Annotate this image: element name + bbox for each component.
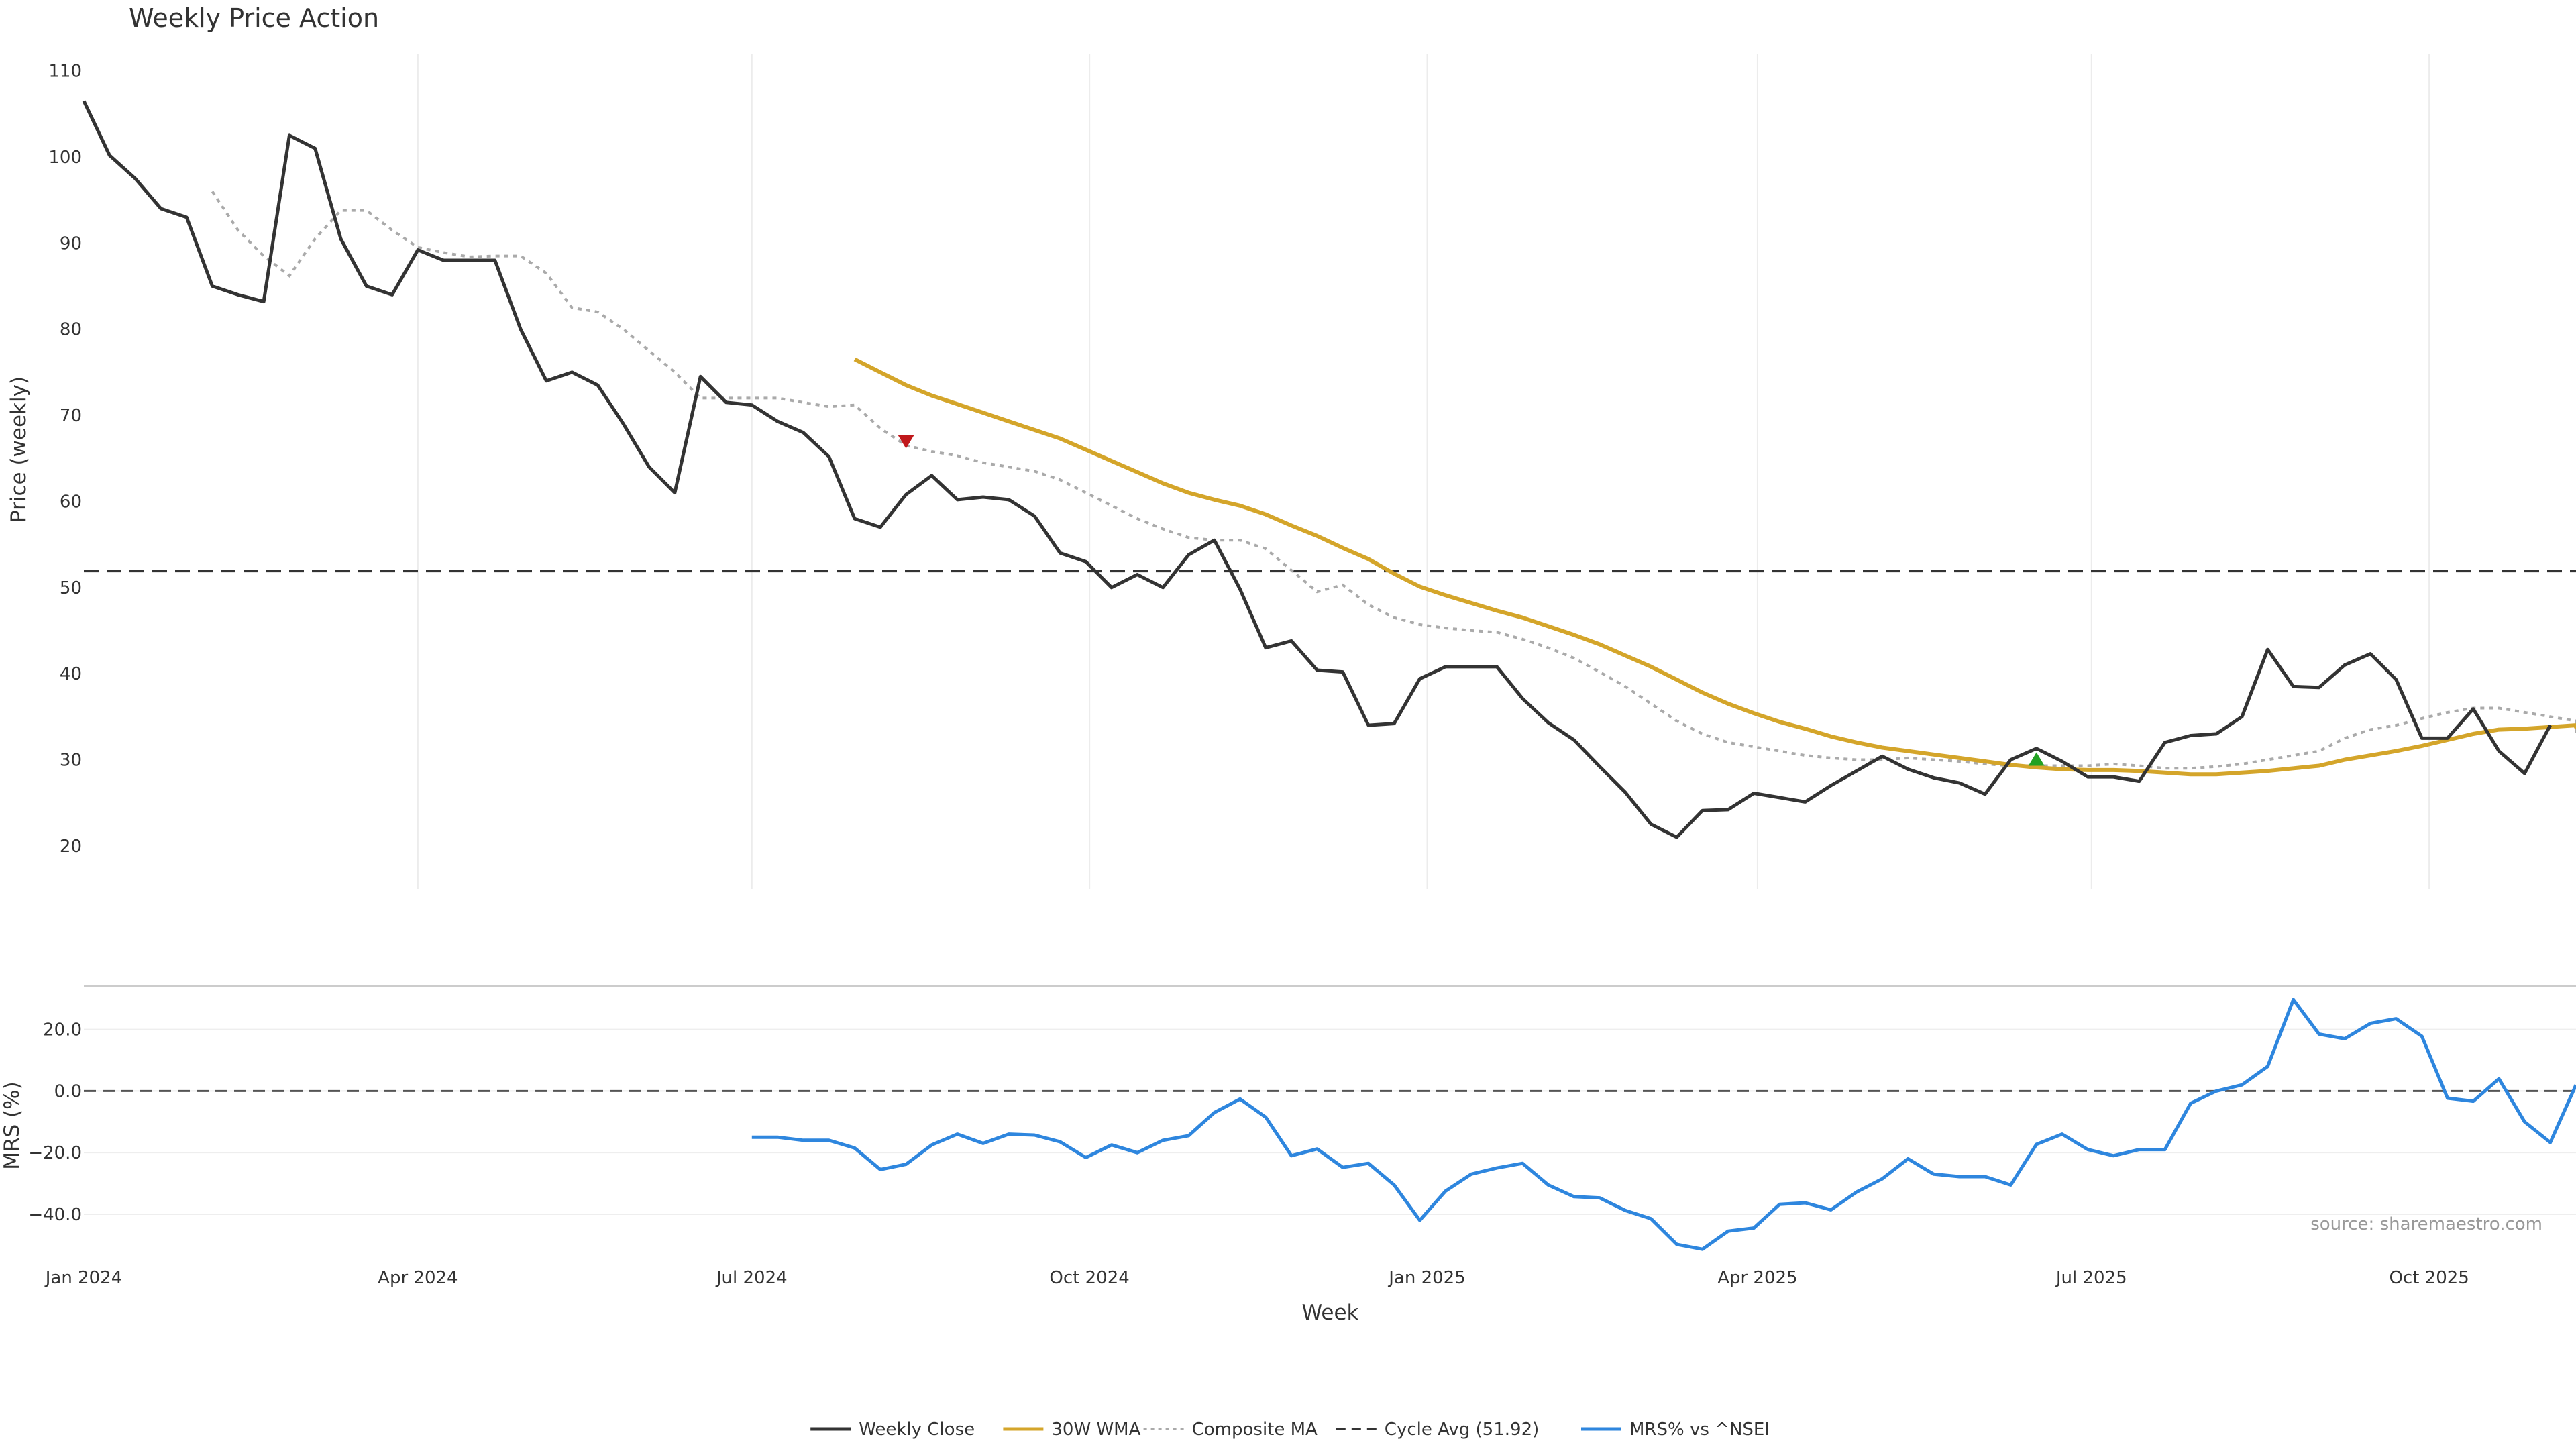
legend-label: Composite MA: [1192, 1419, 1318, 1440]
price-y-tick-label: 50: [60, 578, 82, 598]
legend-label: 30W WMA: [1051, 1419, 1140, 1440]
weekly-close-line: [82, 100, 2552, 839]
price-y-tick-label: 100: [48, 148, 82, 168]
legend-label: MRS% vs ^NSEI: [1629, 1419, 1770, 1440]
price-y-ticks: 20 30 40 50 60 70 80 90 100 110: [48, 62, 82, 857]
mrs-y-tick-label: −40.0: [28, 1205, 82, 1225]
x-tick-label: Jul 2025: [2055, 1268, 2127, 1288]
x-ticks: Jan 2024 Apr 2024 Jul 2024 Oct 2024 Jan 2025…: [44, 1268, 2469, 1288]
composite-ma-line: [211, 191, 2576, 770]
price-y-tick-label: 20: [60, 837, 82, 857]
price-y-tick-label: 110: [48, 62, 82, 82]
legend-label: Cycle Avg (51.92): [1385, 1419, 1539, 1440]
legend-label: Weekly Close: [859, 1419, 975, 1440]
mrs-y-tick-label: 0.0: [54, 1081, 82, 1102]
mrs-y-axis-label: MRS (%): [0, 1081, 24, 1169]
mrs-y-ticks: 20.0 0.0 −20.0 −40.0: [28, 1020, 82, 1225]
price-y-tick-label: 30: [60, 750, 82, 770]
mrs-line: [751, 998, 2576, 1251]
wma-30w-line: [853, 357, 2576, 777]
x-tick-label: Jan 2025: [1387, 1268, 1466, 1288]
mrs-y-tick-label: −20.0: [28, 1143, 82, 1163]
x-tick-label: Apr 2025: [1717, 1268, 1797, 1288]
mrs-y-tick-label: 20.0: [43, 1020, 82, 1040]
x-tick-label: Oct 2025: [2389, 1268, 2469, 1288]
price-y-axis-label: Price (weekly): [7, 376, 31, 523]
mrs-panel: 20.0 0.0 −20.0 −40.0 MRS (%) source: sharem…: [0, 985, 2576, 1251]
price-y-tick-label: 70: [60, 406, 82, 426]
x-tick-label: Jan 2024: [44, 1268, 123, 1288]
legend: Weekly Close 30W WMA Composite MA Cycle Avg…: [810, 1419, 1770, 1440]
chart-title: Weekly Price Action: [129, 3, 379, 33]
price-y-tick-label: 80: [60, 320, 82, 340]
price-panel: 20 30 40 50 60 70 80 90 100 110 Price (weekly): [7, 54, 2576, 889]
sell-signal-marker: [898, 435, 914, 449]
x-tick-label: Oct 2024: [1049, 1268, 1129, 1288]
signal-markers: [898, 435, 2045, 766]
x-tick-label: Apr 2024: [378, 1268, 458, 1288]
price-y-tick-label: 60: [60, 492, 82, 512]
buy-signal-marker: [2028, 752, 2045, 766]
source-note: source: sharemaestro.com: [2310, 1214, 2542, 1234]
x-axis-label: Week: [1302, 1301, 1359, 1325]
price-y-tick-label: 40: [60, 664, 82, 684]
x-tick-label: Jul 2024: [715, 1268, 788, 1288]
price-gridlines: [417, 54, 2430, 889]
price-y-tick-label: 90: [60, 233, 82, 254]
